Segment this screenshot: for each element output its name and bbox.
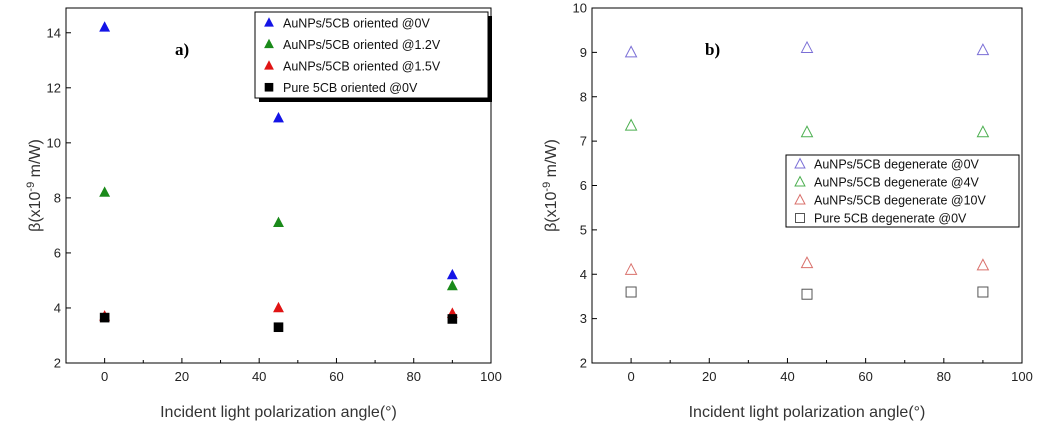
data-point-aunps-5cb-degenerate-10v <box>800 256 814 269</box>
legend-marker-aunps-5cb-degenerate-0v <box>794 157 806 169</box>
legend-label: Pure 5CB degenerate @0V <box>814 212 967 226</box>
y-tick-label: 2 <box>54 356 61 371</box>
y-tick-label: 5 <box>580 222 587 237</box>
data-point-aunps-5cb-oriented-1-2v <box>446 279 458 291</box>
data-point-aunps-5cb-degenerate-4v <box>976 125 990 138</box>
legend-marker-pure-5cb-degenerate-0v <box>795 213 805 223</box>
data-point-aunps-5cb-degenerate-0v <box>976 43 990 56</box>
data-point-aunps-5cb-degenerate-10v <box>976 258 990 271</box>
data-point-aunps-5cb-oriented-0v <box>273 112 284 123</box>
y-axis-label: β(x10-9 m/W) <box>25 139 44 232</box>
data-point-aunps-5cb-degenerate-4v <box>624 118 638 131</box>
legend-label: AuNPs/5CB degenerate @4V <box>814 176 980 190</box>
y-tick-label: 6 <box>580 178 587 193</box>
y-axis-label: β(x10-9 m/W) <box>541 139 560 232</box>
y-tick-label: 14 <box>47 25 61 40</box>
x-tick-label: 20 <box>175 369 189 384</box>
chart-panel-a: 0 20 40 60 80 100 2 4 6 8 10 12 14 Incident light pol… <box>25 7 502 421</box>
x-tick-label: 40 <box>252 369 266 384</box>
legend-label: AuNPs/5CB degenerate @10V <box>814 194 986 208</box>
y-tick-label: 8 <box>54 190 61 205</box>
legend-label: Pure 5CB oriented @0V <box>283 81 418 95</box>
data-point-aunps-5cb-degenerate-0v <box>800 40 814 53</box>
y-tick-label: 10 <box>573 1 587 16</box>
y-tick-label: 12 <box>47 80 61 95</box>
legend-label: AuNPs/5CB oriented @0V <box>283 16 430 30</box>
legend-marker-aunps-5cb-oriented-0v <box>264 17 274 27</box>
x-tick-label: 100 <box>1011 369 1033 384</box>
legend-marker-aunps-5cb-oriented-1-2v <box>264 38 274 49</box>
x-tick-label: 20 <box>702 369 716 384</box>
panel-label: a) <box>175 40 189 59</box>
y-tick-label: 6 <box>54 245 61 260</box>
y-tick-label: 4 <box>580 267 587 282</box>
x-tick-label: 0 <box>627 369 634 384</box>
legend-box <box>785 154 1020 228</box>
data-point-aunps-5cb-degenerate-4v <box>800 125 814 138</box>
legend-marker-aunps-5cb-degenerate-10v <box>794 193 806 205</box>
x-tick-label: 100 <box>480 369 502 384</box>
x-axis-label: Incident light polarization angle(°) <box>160 404 397 421</box>
legend-box <box>254 11 489 99</box>
data-point-aunps-5cb-oriented-0v <box>99 21 111 32</box>
y-tick-label: 7 <box>580 134 587 149</box>
x-tick-label: 80 <box>406 369 420 384</box>
y-tick-label: 8 <box>580 89 587 104</box>
y-tick-label: 10 <box>47 135 61 150</box>
data-point-aunps-5cb-oriented-1-2v <box>99 186 111 197</box>
y-tick-label: 9 <box>580 45 587 60</box>
legend-marker-aunps-5cb-degenerate-4v <box>794 175 806 187</box>
legend-label: AuNPs/5CB oriented @1.5V <box>283 59 441 73</box>
data-point-pure-5cb-degenerate-0v <box>801 288 813 300</box>
data-point-pure-5cb-oriented-0v <box>99 312 110 323</box>
data-point-pure-5cb-degenerate-0v <box>977 286 989 298</box>
legend-label: AuNPs/5CB oriented @1.2V <box>283 38 441 52</box>
plot-frame <box>65 7 492 364</box>
x-tick-label: 60 <box>858 369 872 384</box>
x-tick-label: 60 <box>329 369 343 384</box>
legend-marker-pure-5cb-oriented-0v <box>264 82 274 92</box>
data-point-pure-5cb-oriented-0v <box>273 322 284 333</box>
data-point-pure-5cb-oriented-0v <box>447 314 458 324</box>
legend-label: AuNPs/5CB degenerate @0V <box>814 158 980 172</box>
x-axis-label: Incident light polarization angle(°) <box>689 404 926 421</box>
y-tick-label: 3 <box>580 311 587 326</box>
data-point-pure-5cb-degenerate-0v <box>625 286 637 298</box>
legend-marker-aunps-5cb-oriented-1-5v <box>264 60 274 70</box>
x-tick-label: 0 <box>101 369 108 384</box>
data-point-aunps-5cb-degenerate-0v <box>624 45 638 58</box>
x-tick-label: 40 <box>780 369 794 384</box>
data-point-aunps-5cb-oriented-1-5v <box>273 301 284 313</box>
data-point-aunps-5cb-degenerate-10v <box>624 262 638 275</box>
y-tick-label: 2 <box>580 356 587 371</box>
x-tick-label: 80 <box>937 369 951 384</box>
panel-label: b) <box>705 40 720 59</box>
chart-panel-b: 0 20 40 60 80 100 2 3 4 5 6 7 8 9 10 Incident light pol… <box>541 1 1033 422</box>
data-point-aunps-5cb-oriented-0v <box>446 268 458 280</box>
y-tick-label: 4 <box>54 300 61 315</box>
data-point-aunps-5cb-oriented-1-2v <box>273 216 284 228</box>
